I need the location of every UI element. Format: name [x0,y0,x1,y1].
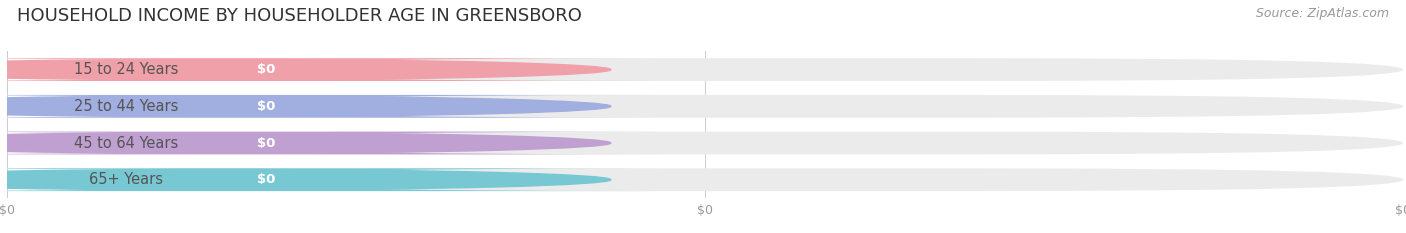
Text: 25 to 44 Years: 25 to 44 Years [75,99,179,114]
FancyBboxPatch shape [7,168,1403,191]
FancyBboxPatch shape [7,58,1403,81]
Text: Source: ZipAtlas.com: Source: ZipAtlas.com [1256,7,1389,20]
Text: $0: $0 [257,63,276,76]
Text: HOUSEHOLD INCOME BY HOUSEHOLDER AGE IN GREENSBORO: HOUSEHOLD INCOME BY HOUSEHOLDER AGE IN G… [17,7,582,25]
Text: $0: $0 [257,100,276,113]
FancyBboxPatch shape [7,132,1403,154]
FancyBboxPatch shape [0,58,440,81]
Text: 45 to 64 Years: 45 to 64 Years [75,136,179,151]
Text: $0: $0 [257,137,276,150]
Circle shape [0,133,610,153]
FancyBboxPatch shape [0,132,661,154]
FancyBboxPatch shape [0,132,440,154]
FancyBboxPatch shape [7,95,1403,118]
FancyBboxPatch shape [0,95,440,118]
FancyBboxPatch shape [0,95,661,118]
FancyBboxPatch shape [0,168,440,191]
Circle shape [0,96,610,116]
FancyBboxPatch shape [0,58,661,81]
FancyBboxPatch shape [0,168,661,191]
Text: 65+ Years: 65+ Years [89,172,163,187]
Text: $0: $0 [257,173,276,186]
Circle shape [0,169,610,190]
Circle shape [0,59,610,80]
Text: 15 to 24 Years: 15 to 24 Years [75,62,179,77]
